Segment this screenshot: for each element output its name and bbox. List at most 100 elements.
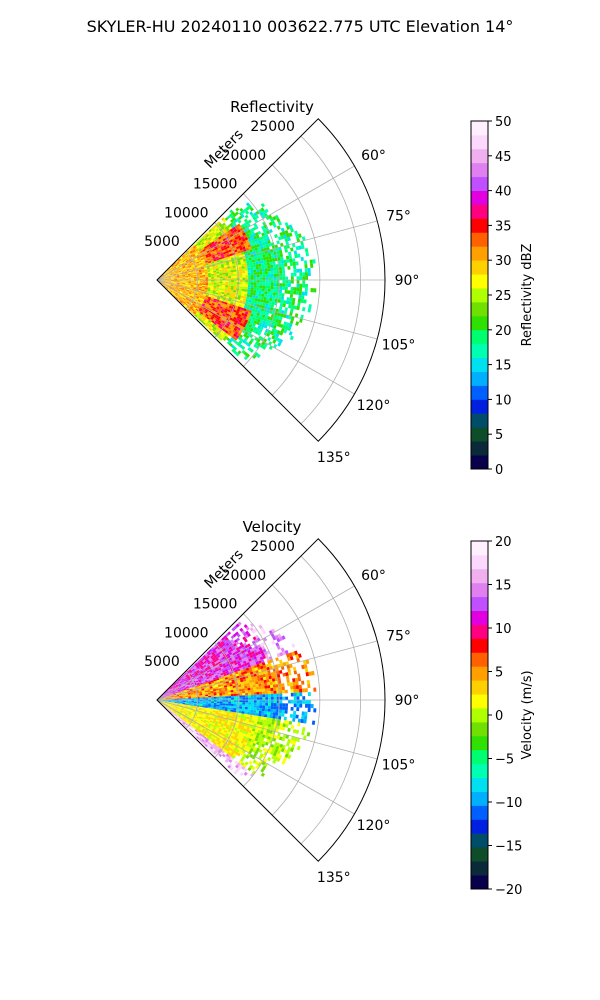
echo-gate — [263, 682, 268, 686]
echo-gate — [174, 281, 177, 283]
echo-gate — [216, 654, 221, 659]
echo-gate — [226, 252, 230, 256]
echo-gate — [256, 269, 260, 273]
echo-gate — [184, 272, 188, 275]
echo-gate — [168, 698, 172, 699]
echo-gate — [245, 630, 250, 635]
echo-gate — [215, 668, 219, 672]
echo-gate — [193, 701, 197, 704]
echo-gate — [173, 273, 176, 275]
echo-gate — [184, 258, 188, 261]
echo-gate — [216, 670, 220, 674]
echo-gate — [194, 258, 198, 261]
echo-gate — [170, 702, 174, 704]
echo-gate — [269, 681, 273, 686]
echo-gate — [231, 681, 236, 685]
echo-gate — [213, 695, 217, 698]
echo-gate — [301, 236, 306, 241]
echo-gate — [272, 261, 276, 265]
echo-gate — [246, 670, 250, 674]
echo-gate — [166, 271, 169, 274]
echo-gate — [238, 225, 243, 230]
echo-gate — [207, 232, 212, 236]
echo-gate — [250, 325, 255, 330]
echo-gate — [253, 280, 257, 283]
echo-gate — [199, 665, 204, 669]
echo-gate — [186, 300, 190, 304]
echo-gate — [238, 708, 243, 712]
echo-gate — [212, 670, 217, 674]
echo-gate — [270, 264, 274, 269]
echo-gate — [266, 714, 271, 718]
echo-gate — [233, 706, 237, 709]
echo-gate — [197, 252, 201, 255]
echo-gate — [216, 707, 220, 710]
echo-gate — [296, 737, 301, 743]
echo-gate — [162, 282, 165, 284]
echo-gate — [223, 665, 227, 669]
echo-gate — [269, 727, 274, 731]
echo-gate — [216, 678, 220, 681]
echo-gate — [224, 734, 229, 739]
echo-gate — [301, 664, 305, 670]
echo-gate — [161, 694, 164, 697]
echo-gate — [207, 311, 211, 315]
echo-gate — [219, 273, 223, 276]
echo-gate — [191, 719, 195, 723]
echo-gate — [198, 254, 203, 257]
colorbar-swatch — [471, 329, 488, 345]
echo-gate — [232, 665, 236, 669]
echo-gate — [205, 668, 209, 672]
echo-gate — [232, 294, 236, 297]
echo-gate — [247, 347, 252, 352]
echo-gate — [240, 338, 244, 342]
echo-gate — [183, 301, 186, 305]
echo-gate — [167, 705, 170, 707]
echo-gate — [181, 298, 185, 301]
echo-gate — [279, 313, 284, 318]
echo-gate — [237, 295, 242, 298]
echo-gate — [222, 337, 227, 342]
echo-gate — [183, 304, 187, 308]
echo-gate — [190, 666, 194, 670]
echo-gate — [201, 298, 205, 301]
echo-gate — [270, 304, 275, 308]
echo-gate — [299, 700, 303, 704]
echo-gate — [162, 280, 166, 282]
echo-gate — [218, 689, 222, 692]
echo-gate — [252, 734, 257, 738]
echo-gate — [244, 289, 248, 292]
echo-gate — [176, 698, 180, 700]
echo-gate — [212, 648, 216, 652]
echo-gate — [179, 274, 183, 276]
echo-gate — [179, 281, 183, 283]
echo-gate — [224, 708, 228, 712]
echo-gate — [219, 658, 223, 662]
echo-gate — [288, 251, 292, 256]
echo-gate — [216, 326, 221, 331]
echo-gate — [208, 702, 212, 705]
echo-gate — [202, 261, 206, 264]
echo-gate — [205, 715, 209, 719]
radar-panels: Reflectivity500010000150002000025000Mete… — [144, 98, 535, 898]
echo-gate — [171, 701, 175, 702]
echo-gate — [268, 277, 271, 280]
echo-gate — [195, 259, 199, 262]
echo-gate — [168, 701, 172, 702]
echo-gate — [162, 276, 166, 279]
echo-gate — [216, 659, 221, 663]
echo-gate — [271, 755, 276, 760]
echo-gate — [210, 305, 214, 309]
echo-gate — [191, 293, 195, 296]
echo-gate — [239, 697, 243, 700]
echo-gate — [241, 244, 245, 248]
echo-gate — [202, 234, 206, 239]
echo-gate — [196, 665, 200, 669]
echo-gate — [228, 276, 232, 279]
echo-gate — [211, 296, 215, 299]
echo-gate — [219, 298, 223, 302]
echo-gate — [205, 322, 210, 326]
echo-gate — [275, 667, 279, 672]
echo-gate — [246, 250, 250, 254]
echo-gate — [237, 682, 242, 685]
